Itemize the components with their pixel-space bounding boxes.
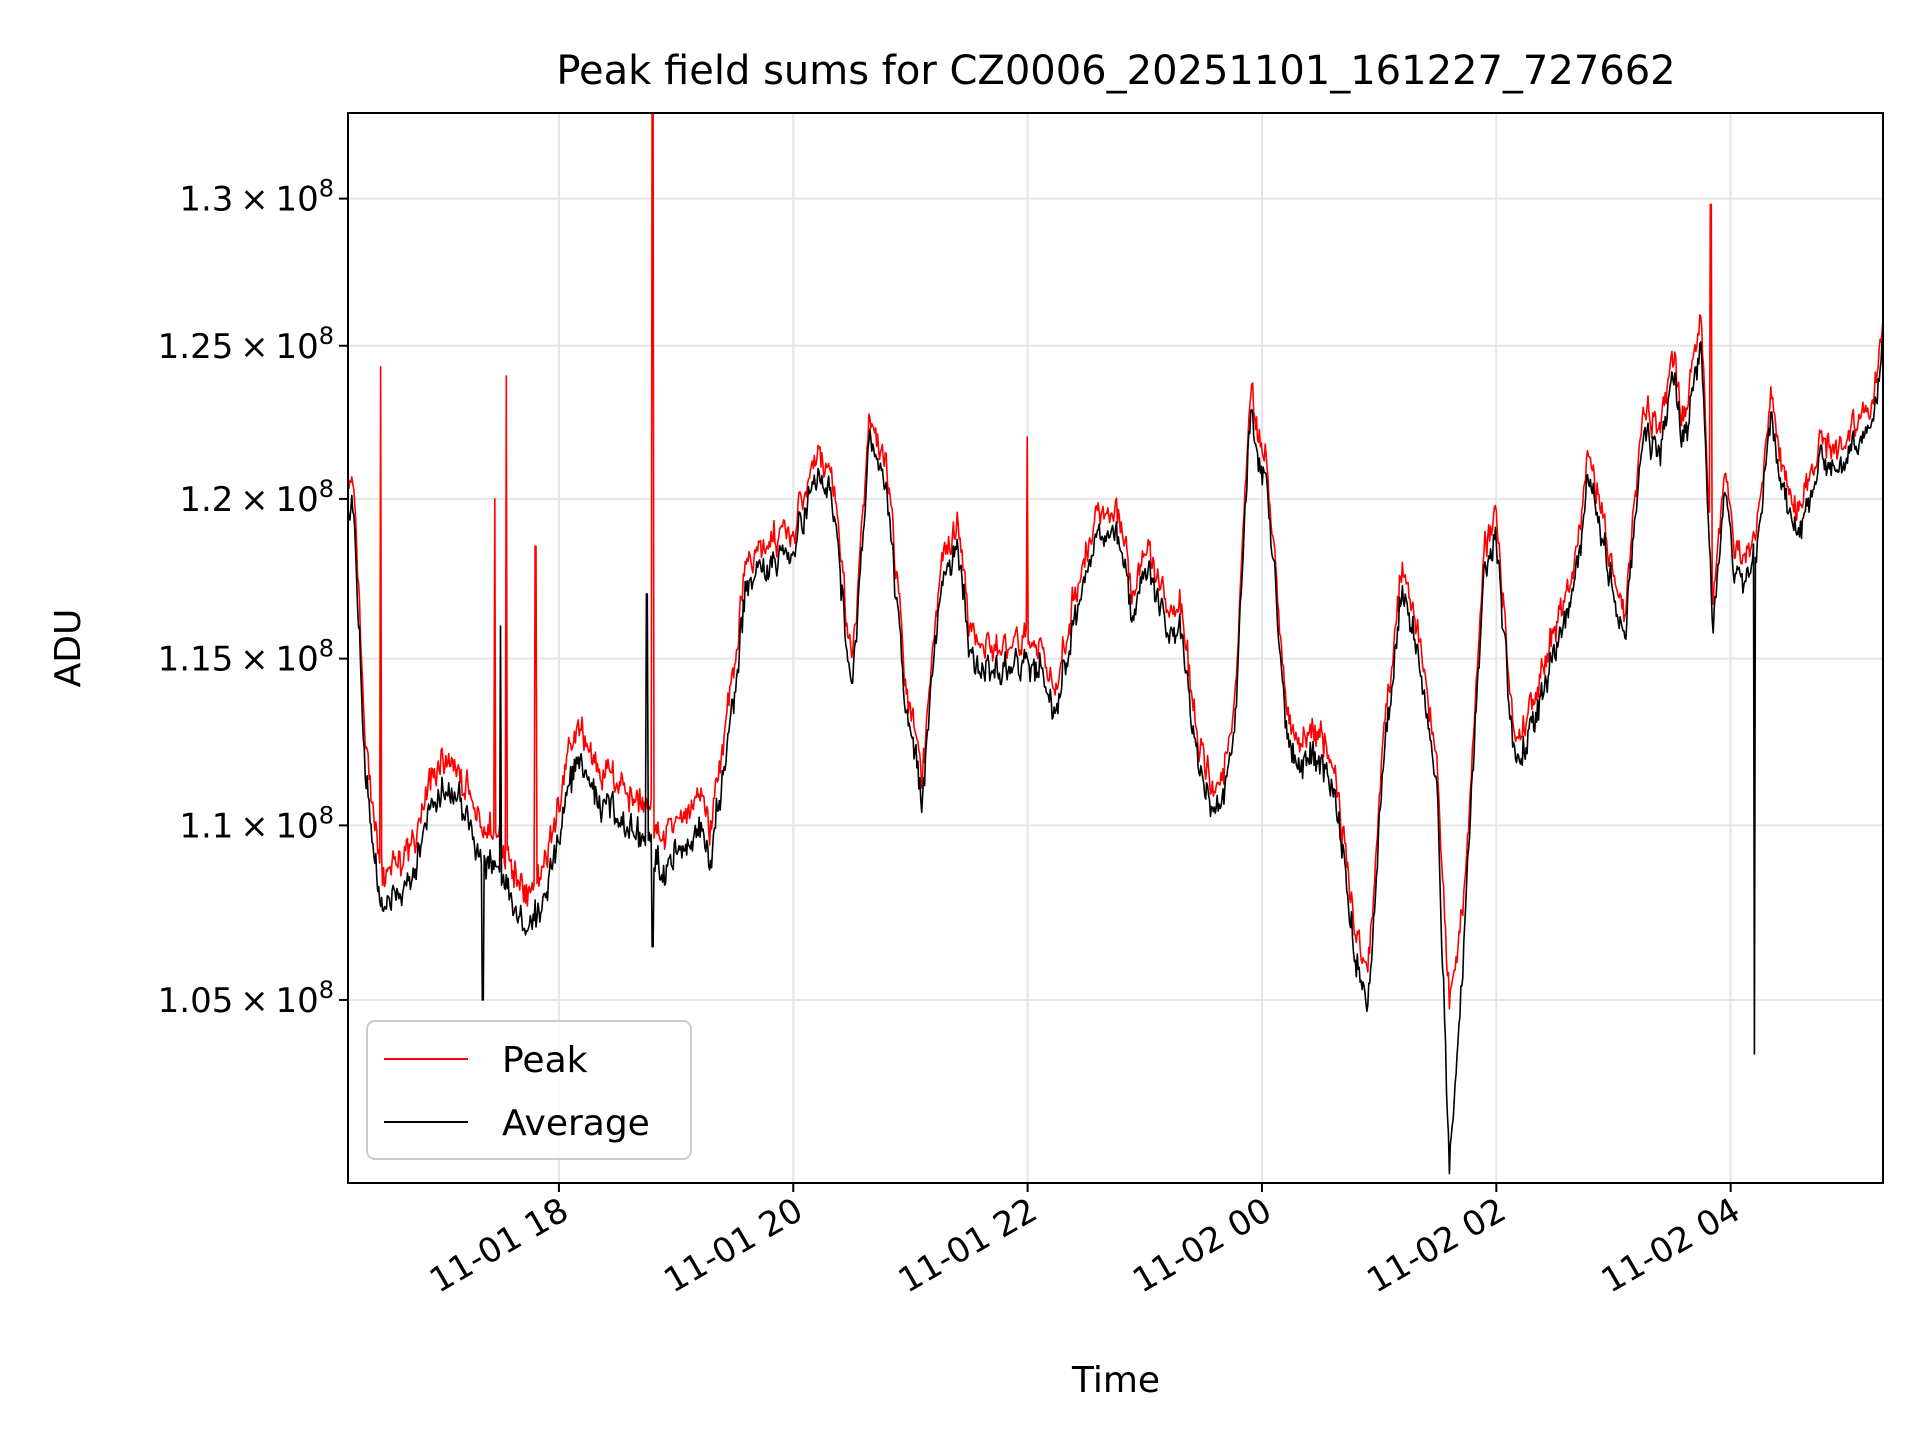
x-axis-label: Time: [1071, 1360, 1160, 1401]
y-axis-label: ADU: [48, 609, 89, 688]
legend: Peak Average: [366, 1020, 692, 1160]
y-tick-label: 1.1 × 108: [179, 801, 334, 846]
series-line-peak: [347, 112, 1884, 1010]
legend-box: [366, 1020, 692, 1160]
legend-label-average: Average: [502, 1103, 650, 1144]
y-tick-label: 1.25 × 108: [158, 322, 334, 367]
series-layer: [347, 112, 1884, 1175]
plot-frame: [347, 112, 1884, 1184]
legend-label-peak: Peak: [502, 1040, 588, 1081]
y-tick-label: 1.05 × 108: [158, 976, 334, 1021]
series-line-average: [347, 339, 1884, 1175]
y-tick-label: 1.3 × 108: [179, 175, 334, 220]
chart-title: Peak field sums for CZ0006_20251101_1612…: [556, 48, 1675, 94]
y-tick-label: 1.15 × 108: [158, 635, 334, 680]
y-tick-label: 1.2 × 108: [179, 475, 334, 520]
